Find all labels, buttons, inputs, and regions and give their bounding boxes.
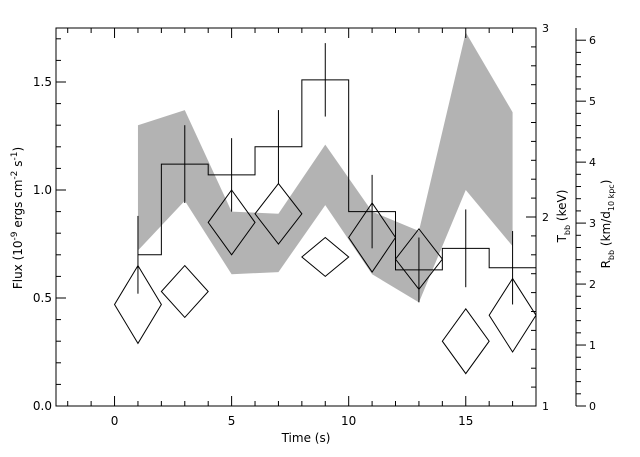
radius-diamond — [394, 228, 443, 291]
y-mid-tick-label: 2 — [542, 211, 549, 224]
y-right-tick-label: 4 — [589, 156, 596, 169]
radius-diamond — [348, 202, 397, 273]
radius-diamond — [301, 236, 350, 278]
x-axis-label: Time (s) — [281, 431, 331, 445]
radius-diamond — [207, 189, 256, 256]
y-left-tick-label: 0.5 — [33, 291, 52, 305]
radius-diamond — [113, 264, 162, 345]
y-left-tick-label: 0.0 — [33, 399, 52, 413]
y-right-tick-label: 5 — [589, 95, 596, 108]
y-right-tick-label: 2 — [589, 278, 596, 291]
x-tick-label: 10 — [341, 414, 356, 428]
flux-error-layer — [137, 43, 514, 305]
y-mid-tick-label: 3 — [542, 22, 549, 35]
x-tick-label: 15 — [458, 414, 473, 428]
radius-diamond-layer — [113, 182, 537, 375]
y-axis-left-label: Flux (10-9 ergs cm-2 s-1) — [10, 147, 25, 289]
y-left-tick-label: 1.0 — [33, 183, 52, 197]
y-right-tick-label: 1 — [589, 339, 596, 352]
y-mid-tick-label: 1 — [542, 400, 549, 413]
x-tick-label: 5 — [228, 414, 236, 428]
axes-layer: 0 5 10 15 0.0 0.5 1.0 1.5 1 2 3 0 1 2 3 4 5 6 — [33, 22, 596, 428]
y-right-tick-label: 6 — [589, 34, 596, 47]
radius-diamond — [441, 307, 490, 375]
radius-diamond — [160, 264, 209, 319]
y-left-tick-label: 1.5 — [33, 75, 52, 89]
x-tick-label: 0 — [111, 414, 119, 428]
temperature-band-layer — [137, 32, 513, 303]
radius-diamond — [254, 182, 303, 245]
y-right-tick-label: 3 — [589, 217, 596, 230]
temperature-band — [137, 32, 513, 303]
radius-diamond — [488, 277, 537, 353]
y-right-tick-label: 0 — [589, 400, 596, 413]
